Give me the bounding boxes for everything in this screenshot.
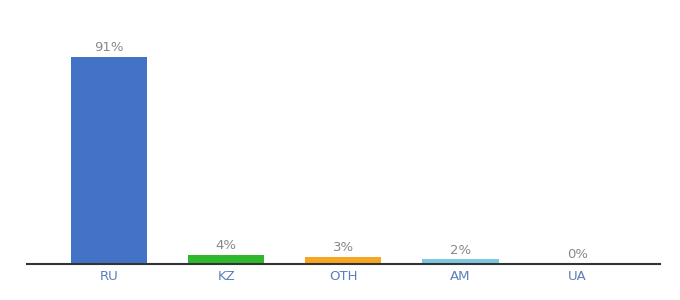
- Text: 91%: 91%: [95, 41, 124, 54]
- Text: 4%: 4%: [216, 239, 237, 252]
- Bar: [71, 56, 148, 264]
- Bar: [188, 255, 265, 264]
- Text: 0%: 0%: [567, 248, 588, 261]
- Bar: [422, 260, 498, 264]
- Text: 3%: 3%: [333, 242, 354, 254]
- Text: 2%: 2%: [450, 244, 471, 257]
- Bar: [305, 257, 381, 264]
